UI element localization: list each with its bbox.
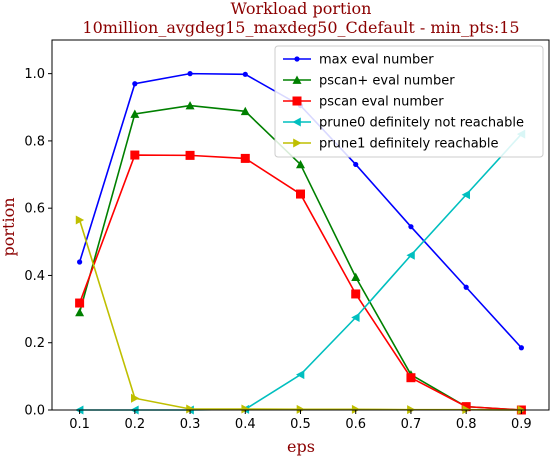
legend-box <box>274 45 544 158</box>
x-tick-label: 0.2 <box>124 417 145 432</box>
y-tick-label: 1.0 <box>24 67 45 82</box>
data-point <box>241 404 250 414</box>
legend-label: prune1 definitely reachable <box>319 137 499 152</box>
data-point <box>461 190 470 200</box>
data-point <box>518 345 524 351</box>
data-point <box>75 298 85 308</box>
x-tick-label: 0.9 <box>511 417 532 432</box>
data-point <box>185 150 195 160</box>
data-point <box>240 106 250 116</box>
legend-label: max eval number <box>319 53 434 68</box>
data-point <box>296 404 305 414</box>
x-tick-label: 0.7 <box>401 417 422 432</box>
y-tick-label: 0.2 <box>24 336 45 351</box>
x-tick-label: 0.4 <box>235 417 256 432</box>
data-point <box>131 393 140 403</box>
series-line <box>79 133 522 411</box>
series-2 <box>75 150 526 415</box>
data-point <box>351 313 360 322</box>
axes-ticks: 0.1 0.2 0.3 0.4 0.5 0.6 0.7 0.8 0.9 0.0 0.2 0.4 0.6 0… <box>24 67 531 432</box>
data-point <box>75 307 85 317</box>
data-point <box>75 215 85 225</box>
data-point <box>130 150 140 160</box>
legend-item: pscan+ eval number <box>283 74 455 89</box>
data-point <box>351 404 361 414</box>
data-point <box>296 370 305 380</box>
data-point <box>77 259 83 265</box>
x-tick-label: 0.5 <box>290 417 311 432</box>
x-tick-label: 0.8 <box>456 417 477 432</box>
data-point <box>185 101 195 110</box>
data-point <box>406 250 415 260</box>
legend-swatch-marker <box>292 96 302 106</box>
legend-swatch-marker <box>293 138 302 148</box>
series-4 <box>75 215 526 415</box>
data-point <box>186 404 195 414</box>
data-point <box>187 71 193 77</box>
legend-item: max eval number <box>283 53 434 68</box>
legend-swatch-marker <box>292 117 301 127</box>
y-tick-label: 0.0 <box>24 404 45 419</box>
x-tick-label: 0.6 <box>345 417 366 432</box>
legend-item: pscan eval number <box>283 95 444 110</box>
series-3 <box>75 129 526 415</box>
legend-label: pscan eval number <box>319 95 444 110</box>
x-axis-label: eps <box>287 437 315 456</box>
data-point <box>130 109 140 118</box>
legend-swatch-marker <box>292 75 302 84</box>
chart-subtitle: 10million_avgdeg15_maxdeg50_Cdefault - m… <box>82 18 519 37</box>
data-point <box>296 159 305 169</box>
data-point <box>351 289 361 299</box>
data-point <box>132 81 138 87</box>
x-tick-label: 0.3 <box>180 417 201 432</box>
data-point <box>461 402 471 412</box>
legend-label: prune0 definitely not reachable <box>319 116 524 131</box>
chart-title: Workload portion <box>231 0 372 18</box>
data-point <box>296 189 305 199</box>
y-axis-label: portion <box>0 197 18 256</box>
data-point <box>408 224 414 230</box>
y-tick-label: 0.6 <box>24 202 45 217</box>
series-line <box>78 219 522 411</box>
legend-item: prune1 definitely reachable <box>283 137 499 152</box>
data-point <box>242 71 248 77</box>
legend: max eval number pscan+ eval number pscan e… <box>274 45 544 158</box>
data-point <box>353 161 359 168</box>
y-tick-label: 0.4 <box>24 269 45 284</box>
legend-swatch-marker <box>294 56 300 62</box>
legend-item: prune0 definitely not reachable <box>283 116 524 131</box>
data-point <box>406 373 416 383</box>
y-tick-label: 0.8 <box>24 134 45 149</box>
legend-label: pscan+ eval number <box>319 74 455 89</box>
data-point <box>463 284 469 290</box>
x-tick-label: 0.1 <box>69 417 90 432</box>
data-point <box>240 153 250 163</box>
data-point <box>351 272 361 281</box>
